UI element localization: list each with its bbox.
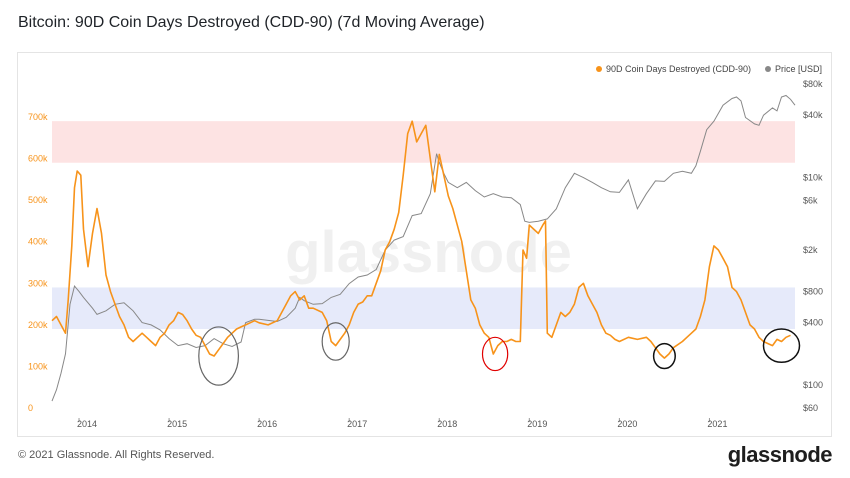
right-tick-label: $100: [803, 380, 823, 390]
right-tick-label: $6k: [803, 196, 818, 206]
left-tick-label: 500k: [28, 195, 48, 205]
gray-ellipse-2016: [321, 322, 350, 361]
chart-frame: [17, 52, 832, 437]
x-tick-label: 2021: [707, 419, 727, 429]
left-tick-label: 0: [28, 403, 33, 413]
right-tick-label: $400: [803, 318, 823, 328]
cdd-series-line: [51, 120, 791, 359]
left-tick-label: 700k: [28, 112, 48, 122]
right-tick-label: $10k: [803, 173, 823, 183]
left-tick-label: 600k: [28, 154, 48, 164]
red-band: [52, 121, 795, 163]
x-tick-label: 2017: [347, 419, 367, 429]
x-tick-label: 2019: [527, 419, 547, 429]
left-tick-label: 400k: [28, 237, 48, 247]
blue-band: [52, 287, 795, 330]
red-circle-2018: [481, 336, 509, 372]
right-tick-label: $60: [803, 403, 818, 413]
right-tick-label: $800: [803, 286, 823, 296]
x-tick-label: 2014: [77, 419, 97, 429]
copyright-footer: © 2021 Glassnode. All Rights Reserved.: [18, 449, 215, 461]
x-tick-label: 2018: [437, 419, 457, 429]
legend: 90D Coin Days Destroyed (CDD-90) Price […: [595, 64, 822, 74]
chart-title: Bitcoin: 90D Coin Days Destroyed (CDD-90…: [18, 14, 485, 31]
right-tick-label: $40k: [803, 110, 823, 120]
right-tick-label: $2k: [803, 245, 818, 255]
left-tick-label: 100k: [28, 361, 48, 371]
x-tick-label: 2015: [167, 419, 187, 429]
brand-logo: glassnode: [727, 442, 833, 467]
x-tick-label: 2016: [257, 419, 277, 429]
price-series-line: [51, 94, 796, 402]
legend-item-price[interactable]: Price [USD]: [764, 64, 822, 74]
left-tick-label: 300k: [28, 278, 48, 288]
legend-label-price: Price [USD]: [774, 64, 822, 74]
legend-label-cdd: 90D Coin Days Destroyed (CDD-90): [605, 64, 751, 74]
right-tick-label: $80k: [803, 79, 823, 89]
left-tick-label: 200k: [28, 320, 48, 330]
legend-dot-cdd: [595, 66, 602, 72]
x-tick-label: 2020: [617, 419, 637, 429]
gray-ellipse-2015: [198, 326, 240, 386]
legend-item-cdd[interactable]: 90D Coin Days Destroyed (CDD-90): [595, 64, 751, 74]
black-ellipse-2021: [762, 328, 801, 364]
legend-dot-price: [764, 66, 771, 72]
black-circle-2020: [652, 342, 676, 370]
